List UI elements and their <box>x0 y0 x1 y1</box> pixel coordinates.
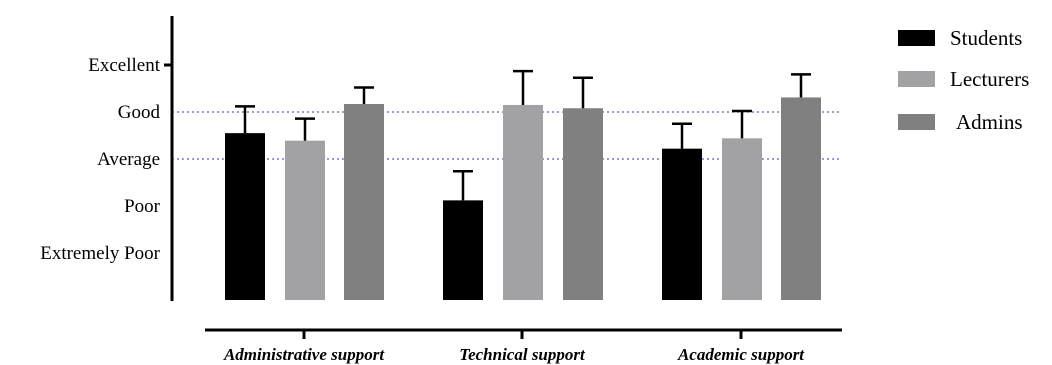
bar-lecturers-2 <box>722 138 762 300</box>
x-tick-label-0: Administrative support <box>223 345 385 364</box>
legend-swatch-lecturers <box>898 71 935 87</box>
legend-label-students: Students <box>950 26 1022 50</box>
bar-students-0 <box>225 133 265 300</box>
legend-swatch-admins <box>898 114 935 130</box>
y-axis: Extremely Poor Poor Average Good Excellent <box>40 16 174 301</box>
y-tick-label-0: Extremely Poor <box>40 243 160 264</box>
y-tick-label-3: Good <box>118 102 161 123</box>
y-tick-label-1: Poor <box>124 196 161 217</box>
legend-label-lecturers: Lecturers <box>950 67 1029 91</box>
x-tick-label-2: Academic support <box>677 345 805 364</box>
y-tick-label-2: Average <box>97 149 160 170</box>
legend-swatch-students <box>898 30 935 46</box>
x-tick-label-1: Technical support <box>459 345 586 364</box>
error-bars <box>235 69 811 201</box>
bar-admins-1 <box>563 108 603 301</box>
x-axis: Administrative support Technical support A… <box>205 328 842 364</box>
bar-lecturers-0 <box>285 140 325 300</box>
legend-label-admins: Admins <box>956 110 1023 134</box>
bar-admins-0 <box>344 104 384 300</box>
bar-students-2 <box>662 148 702 300</box>
bar-admins-2 <box>781 97 821 301</box>
bar-lecturers-1 <box>503 104 543 300</box>
bars <box>225 97 821 301</box>
bar-students-1 <box>443 200 483 300</box>
y-tick-label-4: Excellent <box>88 55 160 76</box>
legend: Students Lecturers Admins <box>898 26 1029 134</box>
